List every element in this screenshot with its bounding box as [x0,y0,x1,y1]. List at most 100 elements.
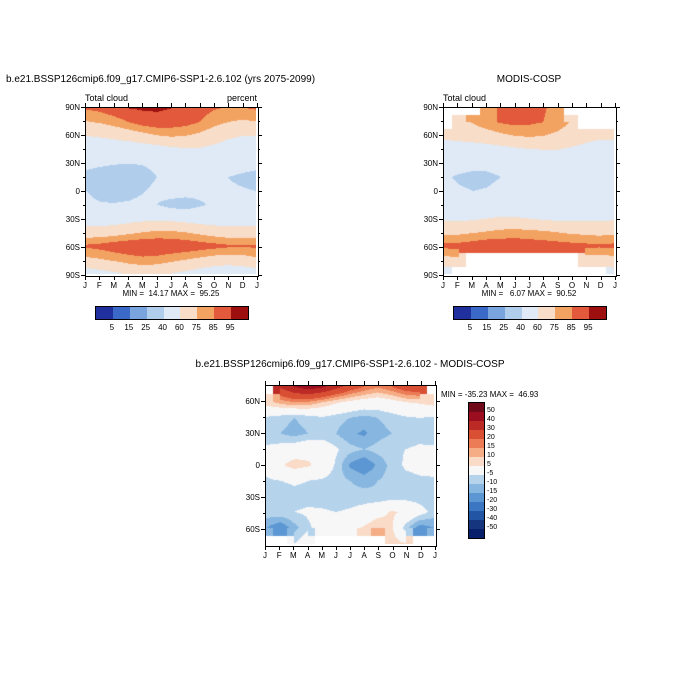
y-axis-label: 60N [423,131,438,140]
colorbar-horizontal [453,306,607,320]
y-axis-tick [258,246,262,248]
colorbar-segment [469,511,484,520]
colorbar-segment [469,475,484,484]
x-axis-label: M [110,281,117,290]
colorbar-tick-label: -10 [487,479,498,486]
y-axis-minor-tick [436,449,438,450]
obs-minmax-label: MIN = 6.07 MAX = 90.52 [481,289,577,298]
y-axis-tick [439,246,443,248]
x-axis-tick [420,546,422,550]
x-axis-tick [500,276,502,280]
x-axis-label: D [597,281,604,290]
x-axis-tick [500,103,502,107]
colorbar-tick-label: -20 [487,497,498,504]
colorbar-tick-label: 40 [487,416,495,423]
x-axis-tick [242,276,244,280]
x-axis-tick [265,381,266,385]
colorbar-tick-label: 25 [499,323,509,332]
model-units-label: percent [226,93,257,103]
x-axis-label: J [441,281,445,290]
y-axis-tick [616,162,620,164]
colorbar-segment [521,307,539,319]
x-axis-label: A [483,281,489,290]
x-axis-tick [378,381,380,385]
x-axis-tick [443,276,444,280]
y-axis-tick [258,219,262,220]
x-axis-tick [265,546,266,550]
colorbar-segment [454,307,471,319]
x-axis-label: J [613,281,617,290]
x-axis-tick [378,546,380,550]
x-axis-label: N [403,551,410,560]
x-axis-label: M [468,281,475,290]
colorbar-tick-label: -15 [487,488,498,495]
colorbar-tick-label: 30 [487,425,495,432]
x-axis-tick [293,546,295,550]
x-axis-label: J [83,281,87,290]
y-axis-tick [439,191,443,192]
x-axis-label: S [196,281,203,290]
y-axis-minor-tick [263,417,265,418]
y-axis-label: 0 [255,461,260,470]
model-panel-title: b.e21.BSSP126cmip6.f09_g17.CMIP6-SSP1-2.… [6,74,316,85]
x-axis-tick [142,103,144,107]
y-axis-minor-tick [616,149,618,150]
y-axis-minor-tick [441,205,443,206]
diff-heatmap-canvas [266,386,434,544]
x-axis-tick [586,276,588,280]
x-axis-tick [557,103,559,107]
y-axis-tick [436,529,440,530]
y-axis-minor-tick [258,205,260,206]
y-axis-label: 30N [423,158,438,168]
y-axis-minor-tick [258,233,260,234]
x-axis-tick [406,546,408,550]
model-contour-plot [85,107,259,277]
y-axis-tick [81,162,85,164]
x-axis-label: J [333,551,338,560]
x-axis-label: F [276,551,282,560]
y-axis-label: 90N [65,103,80,112]
model-minmax-label: MIN = 14.17 MAX = 95.25 [122,289,220,298]
y-axis-tick [258,162,262,164]
x-axis-tick [307,546,309,550]
y-axis-tick [616,191,620,192]
colorbar-tick-label: -50 [487,524,498,531]
colorbar-horizontal [95,306,249,320]
y-axis-label: 30N [245,429,260,438]
y-axis-tick [616,275,620,276]
y-axis-label: 30S [65,215,80,224]
colorbar-tick-label: 15 [482,323,492,332]
y-axis-minor-tick [616,260,618,262]
y-axis-tick [261,433,265,434]
y-axis-minor-tick [83,176,85,178]
x-axis-tick [600,276,602,280]
colorbar-tick-label: 10 [487,452,495,459]
colorbar-segment [555,307,573,319]
x-axis-tick [350,381,351,385]
x-axis-label: A [125,281,131,290]
colorbar-segment [231,307,249,319]
colorbar-segment [146,307,164,319]
y-axis-minor-tick [441,233,443,234]
y-axis-label: 0 [75,187,80,196]
x-axis-tick [321,381,323,385]
colorbar-tick-label: 75 [191,323,201,332]
x-axis-tick [572,276,573,280]
colorbar-tick-label: 20 [487,434,495,441]
x-axis-tick [99,103,101,107]
colorbar-tick-label: 15 [124,323,134,332]
x-axis-label: M [289,551,297,560]
x-axis-tick [99,276,101,280]
y-axis-minor-tick [263,513,265,514]
x-axis-tick [293,381,295,385]
y-axis-tick [439,107,443,108]
x-axis-tick [85,103,86,107]
colorbar-segment [469,466,484,475]
x-axis-tick [185,276,187,280]
y-axis-minor-tick [83,121,85,122]
x-axis-label: M [496,281,504,290]
x-axis-tick [279,381,281,385]
x-axis-tick [364,381,366,385]
x-axis-tick [257,276,258,280]
y-axis-label: 60N [65,131,80,140]
